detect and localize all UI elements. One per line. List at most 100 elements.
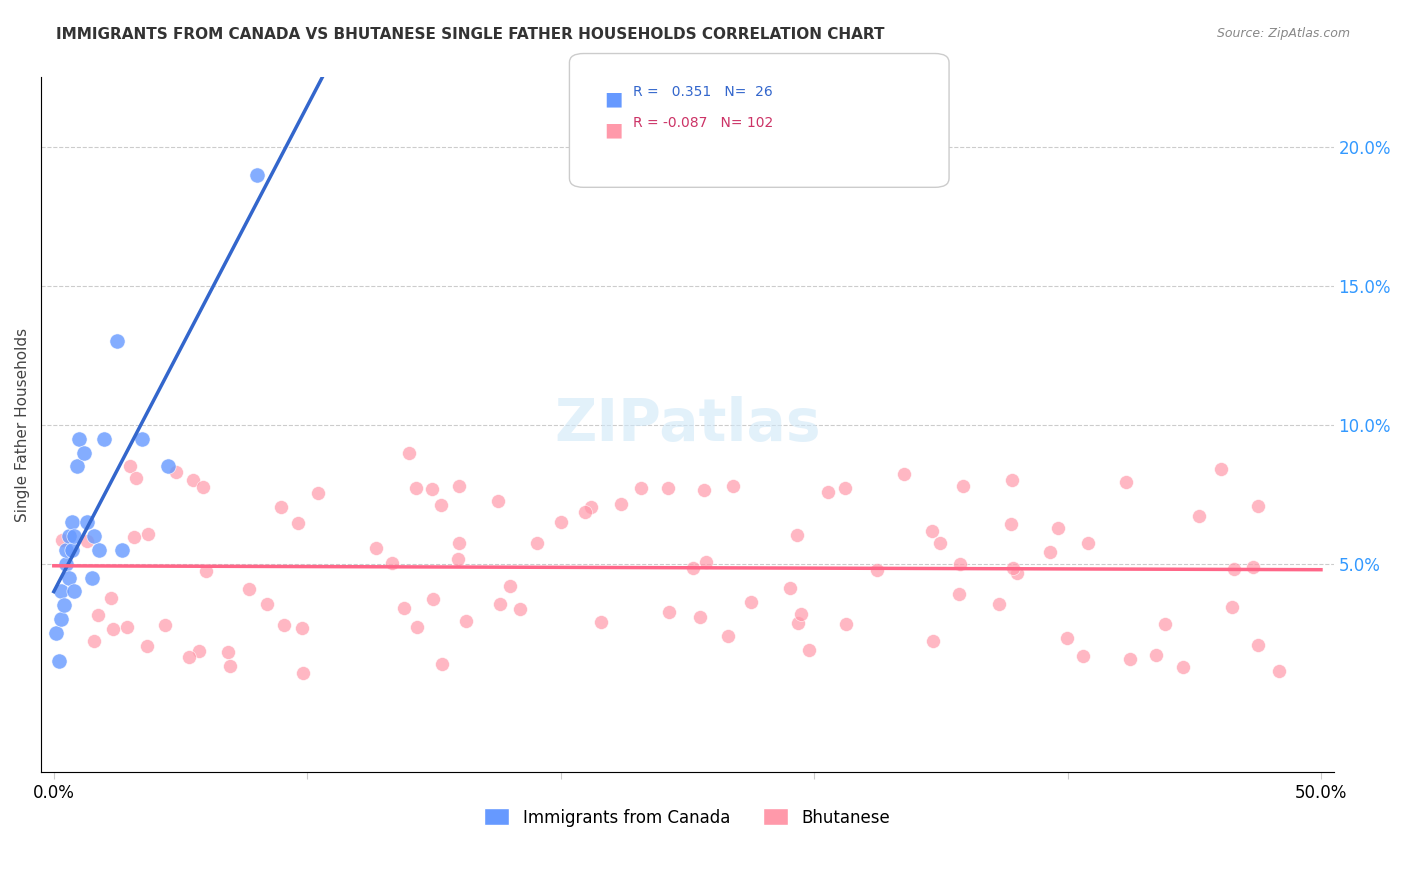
Point — [51, 533, 73, 548]
Point — [682, 561, 704, 575]
Point — [574, 505, 596, 519]
Point — [1118, 652, 1140, 666]
Point — [89, 542, 111, 557]
Point — [55, 542, 77, 557]
Text: ZIPatlas: ZIPatlas — [554, 396, 821, 453]
Point — [835, 617, 858, 632]
Point — [949, 558, 972, 572]
Point — [486, 493, 509, 508]
Point — [63, 584, 86, 599]
Point — [63, 529, 86, 543]
Point — [1154, 617, 1177, 632]
Point — [786, 615, 808, 630]
Point — [48, 654, 70, 668]
Point — [786, 527, 808, 541]
Point — [449, 479, 471, 493]
Point — [422, 482, 444, 496]
Point — [447, 536, 470, 550]
Point — [779, 581, 801, 595]
Point — [1144, 648, 1167, 663]
Point — [689, 609, 711, 624]
Point — [290, 621, 312, 635]
Point — [1001, 473, 1024, 487]
Point — [83, 529, 105, 543]
Point — [65, 459, 87, 474]
Point — [1188, 509, 1211, 524]
Point — [526, 536, 548, 550]
Point — [52, 599, 75, 613]
Point — [893, 467, 915, 482]
Point — [922, 634, 945, 648]
Text: R = -0.087   N= 102: R = -0.087 N= 102 — [633, 116, 773, 130]
Point — [245, 168, 267, 182]
Point — [1209, 462, 1232, 476]
Text: Source: ZipAtlas.com: Source: ZipAtlas.com — [1216, 27, 1350, 40]
Point — [118, 459, 141, 474]
Text: R =   0.351   N=  26: R = 0.351 N= 26 — [633, 85, 772, 99]
Point — [76, 515, 98, 529]
Point — [1171, 660, 1194, 674]
Point — [181, 473, 204, 487]
Point — [270, 500, 292, 515]
Point — [125, 471, 148, 485]
Point — [177, 650, 200, 665]
Point — [80, 570, 103, 584]
Point — [217, 645, 239, 659]
Point — [287, 516, 309, 530]
Point — [73, 445, 96, 459]
Point — [866, 563, 889, 577]
Point — [364, 541, 387, 555]
Point — [1247, 500, 1270, 514]
Point — [136, 526, 159, 541]
Point — [630, 481, 652, 495]
Point — [430, 657, 453, 671]
Point — [193, 480, 215, 494]
Point — [591, 615, 613, 630]
Point — [948, 587, 970, 601]
Point — [83, 634, 105, 648]
Point — [58, 529, 80, 543]
Point — [187, 644, 209, 658]
Point — [105, 334, 128, 349]
Point — [498, 579, 520, 593]
Point — [952, 478, 974, 492]
Point — [658, 605, 681, 619]
Point — [58, 570, 80, 584]
Point — [817, 485, 839, 500]
Point — [1056, 632, 1078, 646]
Point — [447, 552, 470, 566]
Point — [610, 497, 633, 511]
Point — [291, 666, 314, 681]
Point — [1005, 566, 1028, 580]
Point — [454, 614, 477, 628]
Point — [1115, 475, 1137, 489]
Text: ■: ■ — [605, 120, 623, 139]
Point — [93, 432, 115, 446]
Point — [657, 481, 679, 495]
Point — [156, 459, 179, 474]
Point — [1000, 516, 1022, 531]
Point — [111, 542, 134, 557]
Point — [273, 618, 295, 632]
Point — [488, 597, 510, 611]
Point — [135, 639, 157, 653]
Point — [100, 591, 122, 606]
Point — [381, 556, 404, 570]
Point — [723, 478, 745, 492]
Point — [392, 601, 415, 615]
Point — [740, 595, 762, 609]
Point — [797, 643, 820, 657]
Point — [1077, 536, 1099, 550]
Point — [1223, 562, 1246, 576]
Point — [987, 597, 1010, 611]
Point — [405, 481, 427, 495]
Point — [308, 486, 330, 500]
Point — [550, 515, 572, 529]
Text: IMMIGRANTS FROM CANADA VS BHUTANESE SINGLE FATHER HOUSEHOLDS CORRELATION CHART: IMMIGRANTS FROM CANADA VS BHUTANESE SING… — [56, 27, 884, 42]
Point — [76, 534, 98, 549]
Point — [1002, 561, 1025, 575]
Point — [238, 582, 260, 597]
Point — [692, 483, 714, 497]
Point — [101, 622, 124, 636]
Point — [122, 530, 145, 544]
